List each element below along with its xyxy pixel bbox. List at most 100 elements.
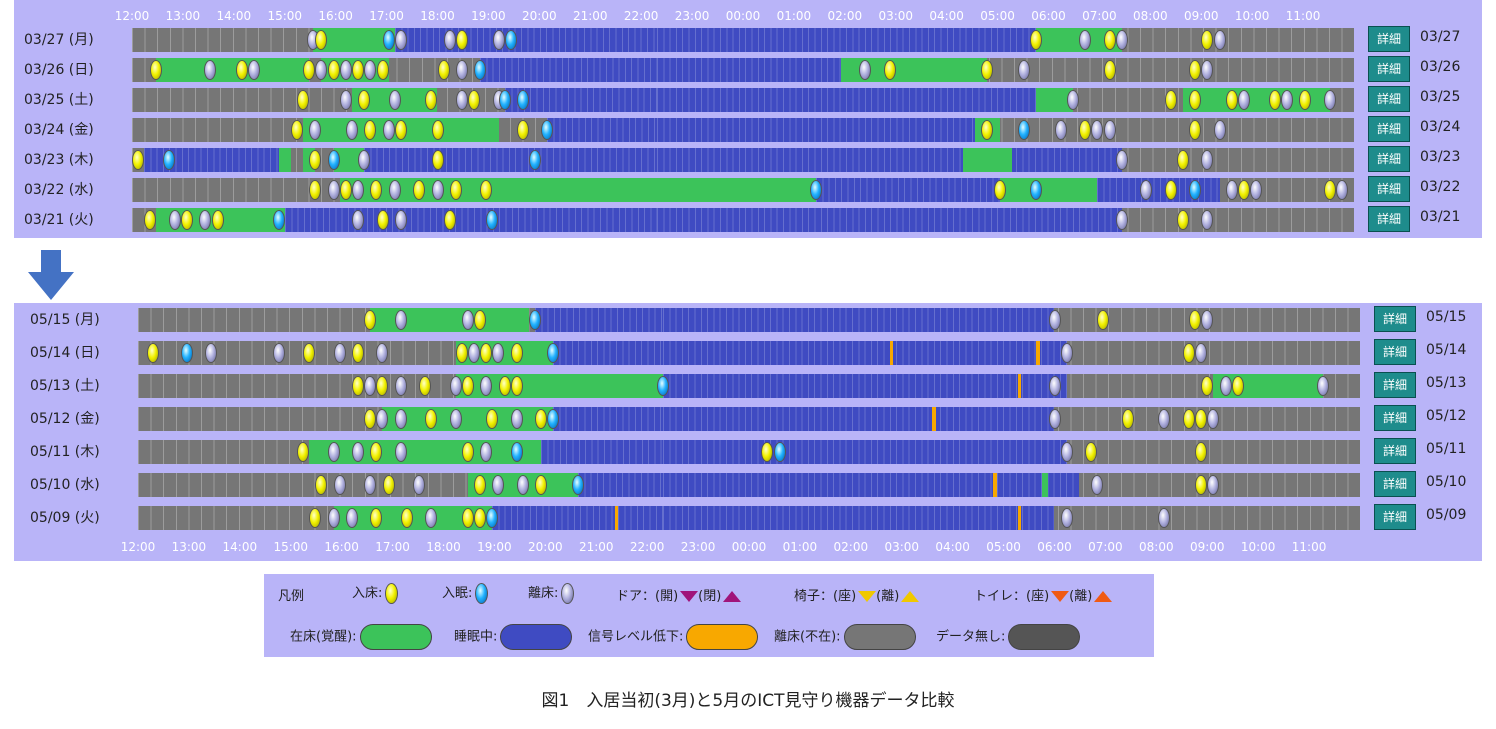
- enter-marker-icon[interactable]: [480, 180, 493, 200]
- leave-marker-icon[interactable]: [345, 120, 358, 140]
- leave-marker-icon[interactable]: [1335, 180, 1348, 200]
- detail-button[interactable]: 詳細: [1374, 438, 1416, 464]
- sleep-marker-icon[interactable]: [1030, 180, 1043, 200]
- detail-button[interactable]: 詳細: [1374, 405, 1416, 431]
- enter-marker-icon[interactable]: [981, 120, 994, 140]
- enter-marker-icon[interactable]: [431, 120, 444, 140]
- detail-button[interactable]: 詳細: [1368, 206, 1410, 232]
- leave-marker-icon[interactable]: [327, 508, 340, 528]
- leave-marker-icon[interactable]: [388, 180, 401, 200]
- sleep-marker-icon[interactable]: [517, 90, 530, 110]
- sleep-marker-icon[interactable]: [486, 508, 499, 528]
- enter-marker-icon[interactable]: [351, 343, 364, 363]
- leave-marker-icon[interactable]: [345, 508, 358, 528]
- leave-marker-icon[interactable]: [248, 60, 261, 80]
- leave-marker-icon[interactable]: [309, 120, 322, 140]
- leave-marker-icon[interactable]: [205, 343, 218, 363]
- leave-marker-icon[interactable]: [1280, 90, 1293, 110]
- enter-marker-icon[interactable]: [1182, 409, 1195, 429]
- leave-marker-icon[interactable]: [1060, 442, 1073, 462]
- leave-marker-icon[interactable]: [168, 210, 181, 230]
- enter-marker-icon[interactable]: [364, 310, 377, 330]
- enter-marker-icon[interactable]: [358, 90, 371, 110]
- enter-marker-icon[interactable]: [1201, 376, 1214, 396]
- enter-marker-icon[interactable]: [1299, 90, 1312, 110]
- leave-marker-icon[interactable]: [1225, 180, 1238, 200]
- leave-marker-icon[interactable]: [1201, 210, 1214, 230]
- enter-marker-icon[interactable]: [425, 409, 438, 429]
- sleep-marker-icon[interactable]: [272, 210, 285, 230]
- sleep-marker-icon[interactable]: [504, 30, 517, 50]
- enter-marker-icon[interactable]: [1225, 90, 1238, 110]
- leave-marker-icon[interactable]: [1317, 376, 1330, 396]
- leave-marker-icon[interactable]: [364, 475, 377, 495]
- sleep-marker-icon[interactable]: [1018, 120, 1031, 140]
- enter-marker-icon[interactable]: [419, 376, 432, 396]
- enter-marker-icon[interactable]: [461, 376, 474, 396]
- enter-marker-icon[interactable]: [1085, 442, 1098, 462]
- detail-button[interactable]: 詳細: [1368, 86, 1410, 112]
- leave-marker-icon[interactable]: [364, 376, 377, 396]
- sleep-marker-icon[interactable]: [571, 475, 584, 495]
- enter-marker-icon[interactable]: [303, 60, 316, 80]
- enter-marker-icon[interactable]: [1189, 90, 1202, 110]
- enter-marker-icon[interactable]: [461, 442, 474, 462]
- enter-marker-icon[interactable]: [1238, 180, 1251, 200]
- leave-marker-icon[interactable]: [455, 90, 468, 110]
- sleep-marker-icon[interactable]: [510, 442, 523, 462]
- enter-marker-icon[interactable]: [498, 376, 511, 396]
- leave-marker-icon[interactable]: [394, 30, 407, 50]
- leave-marker-icon[interactable]: [333, 475, 346, 495]
- leave-marker-icon[interactable]: [394, 376, 407, 396]
- sleep-marker-icon[interactable]: [773, 442, 786, 462]
- enter-marker-icon[interactable]: [425, 90, 438, 110]
- sleep-marker-icon[interactable]: [547, 343, 560, 363]
- sleep-marker-icon[interactable]: [486, 210, 499, 230]
- enter-marker-icon[interactable]: [535, 409, 548, 429]
- leave-marker-icon[interactable]: [1140, 180, 1153, 200]
- enter-marker-icon[interactable]: [394, 120, 407, 140]
- leave-marker-icon[interactable]: [358, 150, 371, 170]
- enter-marker-icon[interactable]: [437, 60, 450, 80]
- enter-marker-icon[interactable]: [461, 508, 474, 528]
- sleep-marker-icon[interactable]: [541, 120, 554, 140]
- detail-button[interactable]: 詳細: [1368, 116, 1410, 142]
- leave-marker-icon[interactable]: [1219, 376, 1232, 396]
- leave-marker-icon[interactable]: [492, 343, 505, 363]
- enter-marker-icon[interactable]: [1189, 120, 1202, 140]
- leave-marker-icon[interactable]: [339, 60, 352, 80]
- sleep-marker-icon[interactable]: [498, 90, 511, 110]
- leave-marker-icon[interactable]: [859, 60, 872, 80]
- leave-marker-icon[interactable]: [1018, 60, 1031, 80]
- enter-marker-icon[interactable]: [235, 60, 248, 80]
- enter-marker-icon[interactable]: [303, 343, 316, 363]
- enter-marker-icon[interactable]: [474, 475, 487, 495]
- leave-marker-icon[interactable]: [431, 180, 444, 200]
- enter-marker-icon[interactable]: [364, 409, 377, 429]
- leave-marker-icon[interactable]: [1201, 60, 1214, 80]
- enter-marker-icon[interactable]: [883, 60, 896, 80]
- leave-marker-icon[interactable]: [1091, 120, 1104, 140]
- enter-marker-icon[interactable]: [1323, 180, 1336, 200]
- leave-marker-icon[interactable]: [443, 30, 456, 50]
- enter-marker-icon[interactable]: [1164, 180, 1177, 200]
- enter-marker-icon[interactable]: [1164, 90, 1177, 110]
- sleep-marker-icon[interactable]: [327, 150, 340, 170]
- leave-marker-icon[interactable]: [1201, 310, 1214, 330]
- leave-marker-icon[interactable]: [394, 310, 407, 330]
- enter-marker-icon[interactable]: [376, 60, 389, 80]
- leave-marker-icon[interactable]: [352, 210, 365, 230]
- detail-button[interactable]: 詳細: [1374, 306, 1416, 332]
- detail-button[interactable]: 詳細: [1368, 26, 1410, 52]
- leave-marker-icon[interactable]: [1054, 120, 1067, 140]
- enter-marker-icon[interactable]: [449, 180, 462, 200]
- sleep-marker-icon[interactable]: [547, 409, 560, 429]
- leave-marker-icon[interactable]: [1115, 30, 1128, 50]
- leave-marker-icon[interactable]: [1060, 508, 1073, 528]
- enter-marker-icon[interactable]: [144, 210, 157, 230]
- leave-marker-icon[interactable]: [1207, 475, 1220, 495]
- leave-marker-icon[interactable]: [1158, 409, 1171, 429]
- enter-marker-icon[interactable]: [443, 210, 456, 230]
- leave-marker-icon[interactable]: [388, 90, 401, 110]
- leave-marker-icon[interactable]: [315, 60, 328, 80]
